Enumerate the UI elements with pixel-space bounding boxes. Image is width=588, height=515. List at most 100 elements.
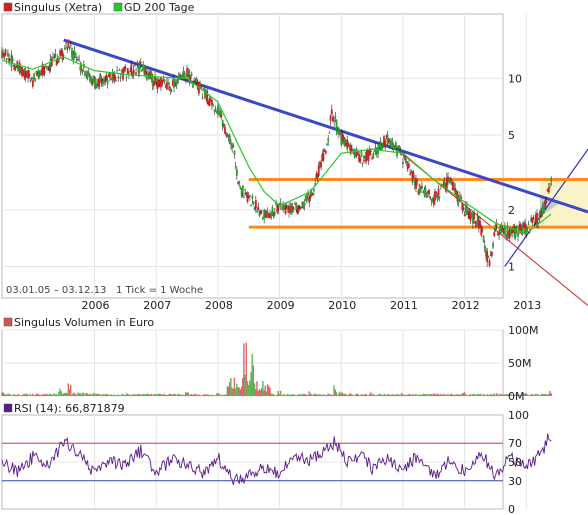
candle-body (245, 192, 248, 196)
candle-body (90, 76, 92, 82)
volume-bar (219, 394, 221, 396)
candle-body (283, 204, 286, 209)
price-y-tick-label: 1 (508, 260, 515, 273)
volume-bar (311, 395, 314, 396)
candle-body (410, 171, 413, 174)
volume-bar (317, 394, 320, 396)
candle-body (364, 160, 366, 161)
candle-body (330, 109, 333, 115)
price-x-tick-label: 2006 (82, 299, 110, 312)
volume-bar (323, 394, 326, 396)
volume-bar (232, 388, 234, 396)
volume-bar (410, 394, 412, 396)
volume-bar (153, 394, 155, 396)
volume-bar (327, 393, 329, 396)
candle-body (228, 135, 231, 144)
volume-bar (425, 393, 428, 396)
price-x-axis: 2006 2007 2008 2009 2010 2011 2012 2013 (82, 299, 542, 312)
volume-bar (402, 394, 404, 396)
volume-bar (251, 354, 253, 396)
candle-body (135, 72, 137, 75)
candle-body (501, 227, 504, 232)
volume-bar (457, 394, 460, 396)
volume-bar (74, 393, 77, 396)
volume-bar (97, 393, 99, 396)
candle-body (133, 65, 136, 67)
volume-bar (150, 393, 153, 396)
volume-bar (482, 394, 485, 396)
price-y-tick-label: 5 (508, 129, 515, 142)
volume-bar (532, 394, 535, 396)
volume-bar (262, 380, 264, 396)
candle-body (390, 140, 392, 148)
volume-bar (533, 395, 536, 396)
candle-body (98, 77, 101, 87)
candle-body (167, 81, 169, 85)
volume-bar (521, 395, 524, 396)
candle-body (509, 229, 512, 235)
candle-body (104, 79, 107, 82)
volume-bar (116, 395, 118, 396)
volume-bar (139, 394, 142, 396)
candle-body (79, 65, 82, 71)
volume-bar (175, 395, 177, 396)
candle-body (14, 66, 16, 71)
candle-body (125, 76, 128, 78)
volume-bar (174, 393, 176, 396)
volume-bar (137, 393, 140, 396)
candle-body (322, 153, 325, 161)
volume-bar (295, 395, 297, 396)
candle-body (412, 172, 415, 174)
volume-bar (511, 395, 513, 396)
candle-body (117, 77, 120, 79)
volume-legend-swatch (3, 317, 13, 327)
candle-body (463, 214, 466, 216)
candle-body (29, 80, 32, 81)
rsi-y-tick-label: 50 (508, 456, 522, 469)
candle-body (132, 69, 135, 75)
candle-body (4, 49, 7, 56)
candle-body (311, 194, 314, 196)
volume-bar (161, 394, 163, 396)
candle-body (355, 151, 358, 156)
volume-bar (455, 394, 457, 396)
volume-bar (453, 394, 455, 396)
volume-bar (105, 394, 107, 396)
volume-bar (13, 394, 15, 396)
rsi-y-tick-label: 0 (508, 503, 515, 515)
price-x-tick-label: 2007 (143, 299, 171, 312)
candle-body (468, 211, 471, 220)
candle-body (496, 233, 499, 236)
volume-bar (99, 394, 102, 396)
candle-body (33, 73, 35, 80)
candle-body (424, 187, 427, 194)
candle-body (385, 135, 388, 138)
candle-body (319, 161, 321, 168)
candle-body (314, 183, 317, 187)
candle-body (271, 207, 274, 216)
volume-bar (340, 393, 342, 396)
volume-bar (334, 389, 336, 396)
volume-bar (373, 394, 376, 396)
candle-body (253, 206, 256, 211)
volume-bar (366, 395, 368, 396)
candle-body (302, 203, 305, 209)
volume-bar (530, 394, 532, 396)
volume-bar (526, 394, 529, 396)
volume-bar (111, 395, 113, 396)
volume-bar (66, 393, 68, 396)
volume-bar (40, 395, 42, 396)
volume-bar (185, 391, 187, 396)
price-x-tick-label: 2009 (267, 299, 295, 312)
volume-bar (293, 394, 295, 396)
candle-body (240, 191, 243, 197)
volume-bar (269, 387, 271, 396)
volume-bar (189, 394, 192, 396)
candle-body (123, 67, 126, 72)
volume-bar (169, 393, 172, 396)
volume-bar (478, 394, 480, 396)
volume-bar (164, 395, 167, 396)
volume-bar (107, 394, 110, 396)
candle-body (500, 225, 503, 232)
candle-body (173, 78, 175, 88)
